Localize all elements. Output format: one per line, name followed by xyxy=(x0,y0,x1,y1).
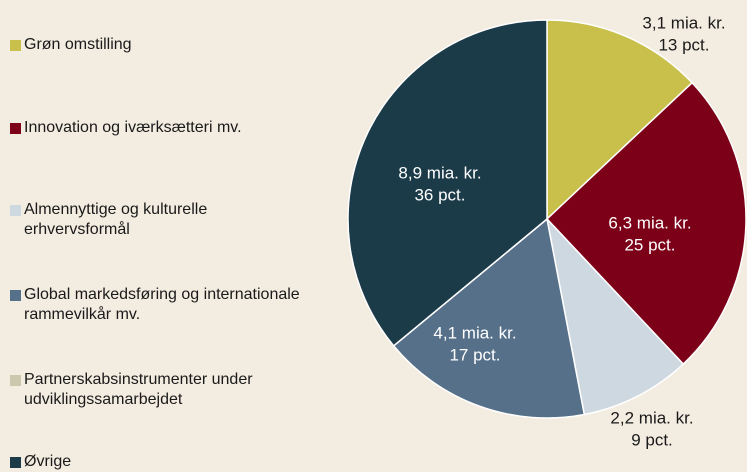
legend-item: Innovation og iværksætteri mv. xyxy=(10,118,320,138)
slice-amount-label: 8,9 mia. kr. xyxy=(398,163,481,182)
legend-item: Øvrige xyxy=(10,452,320,472)
slice-amount-label: 4,1 mia. kr. xyxy=(433,323,516,342)
legend-label: Øvrige xyxy=(24,453,72,470)
legend-swatch xyxy=(10,40,21,51)
slice-amount-label: 2,2 mia. kr. xyxy=(610,408,693,427)
slice-amount-label: 6,3 mia. kr. xyxy=(608,213,691,232)
pie-slice xyxy=(546,19,694,221)
legend-label: Partnerskabsinstrumenter under udvikling… xyxy=(24,371,253,408)
slice-value-label: 36 pct. xyxy=(414,185,465,204)
legend-label: Almennyttige og kulturelle erhvervsformå… xyxy=(24,201,208,238)
legend-item: Almennyttige og kulturelle erhvervsformå… xyxy=(10,200,320,240)
legend-swatch xyxy=(10,205,21,216)
legend-label: Grøn omstilling xyxy=(24,36,132,53)
legend-swatch xyxy=(10,290,21,301)
legend-label: Innovation og iværksætteri mv. xyxy=(24,119,242,136)
slice-value-label: 17 pct. xyxy=(449,345,500,364)
slice-value-label: 9 pct. xyxy=(631,430,673,449)
legend-swatch xyxy=(10,457,21,468)
pie-slice xyxy=(545,81,747,366)
legend-item: Grøn omstilling xyxy=(10,35,320,55)
legend-label: Global markedsføring og internationale r… xyxy=(24,286,300,323)
pie-slice xyxy=(392,217,586,419)
legend-swatch xyxy=(10,123,21,134)
legend-item: Global markedsføring og internationale r… xyxy=(10,285,320,325)
legend: Grøn omstilling Innovation og iværksætter… xyxy=(0,0,330,470)
legend-swatch xyxy=(10,375,21,386)
slice-amount-label: 3,1 mia. kr. xyxy=(642,13,725,32)
slice-value-label: 13 pct. xyxy=(658,35,709,54)
pie-slice xyxy=(347,19,548,347)
slice-value-label: 25 pct. xyxy=(624,235,675,254)
pie-slice xyxy=(545,216,685,416)
legend-item: Partnerskabsinstrumenter under udvikling… xyxy=(10,370,320,410)
